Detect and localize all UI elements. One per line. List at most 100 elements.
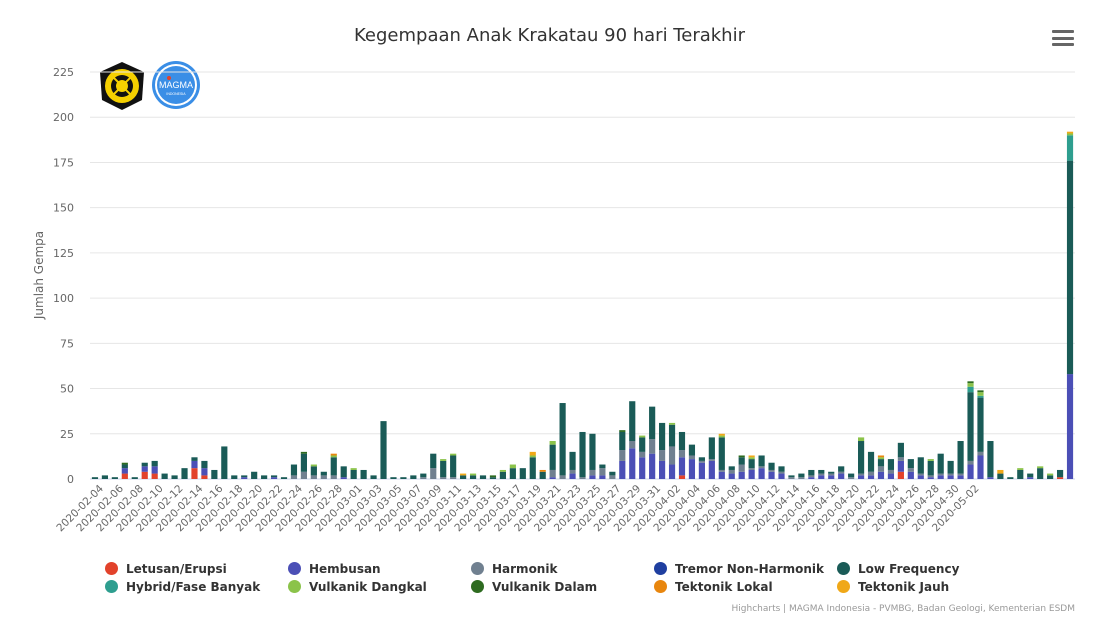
bar-segment[interactable] <box>1037 468 1044 479</box>
bar-segment[interactable] <box>430 453 437 469</box>
bar-segment[interactable] <box>131 477 138 479</box>
bar-segment[interactable] <box>828 471 835 474</box>
bar-segment[interactable] <box>738 455 745 458</box>
bar-segment[interactable] <box>1066 160 1074 375</box>
bar-segment[interactable] <box>300 451 307 454</box>
bar-segment[interactable] <box>440 459 447 461</box>
bar-segment[interactable] <box>330 455 337 458</box>
bar-segment[interactable] <box>191 457 198 461</box>
bar-segment[interactable] <box>549 441 556 445</box>
bar-segment[interactable] <box>569 469 576 474</box>
credits-text[interactable]: Highcharts | MAGMA Indonesia - PVMBG, Ba… <box>731 604 1075 614</box>
bar-segment[interactable] <box>420 473 427 478</box>
bar-segment[interactable] <box>708 459 715 461</box>
bar-segment[interactable] <box>877 455 885 458</box>
bar-segment[interactable] <box>718 433 725 436</box>
bar-segment[interactable] <box>808 477 815 479</box>
bar-segment[interactable] <box>987 477 994 479</box>
bar-segment[interactable] <box>957 441 964 474</box>
bar-segment[interactable] <box>997 469 1004 474</box>
bar-segment[interactable] <box>559 475 566 479</box>
bar-segment[interactable] <box>907 468 914 472</box>
bar-segment[interactable] <box>440 477 447 479</box>
bar-segment[interactable] <box>221 446 228 479</box>
bar-segment[interactable] <box>320 475 327 479</box>
bar-segment[interactable] <box>977 455 984 479</box>
bar-segment[interactable] <box>300 453 307 472</box>
bar-segment[interactable] <box>121 473 128 479</box>
bar-segment[interactable] <box>698 460 705 463</box>
bar-segment[interactable] <box>788 477 795 479</box>
bar-segment[interactable] <box>698 462 705 479</box>
bar-segment[interactable] <box>738 471 745 479</box>
bar-segment[interactable] <box>877 457 885 460</box>
bar-segment[interactable] <box>728 466 735 470</box>
bar-segment[interactable] <box>987 441 994 478</box>
bar-segment[interactable] <box>818 469 825 474</box>
bar-segment[interactable] <box>887 473 895 479</box>
bar-segment[interactable] <box>738 457 745 465</box>
bar-segment[interactable] <box>848 473 855 478</box>
bar-segment[interactable] <box>758 468 765 479</box>
bar-segment[interactable] <box>619 431 626 451</box>
bar-segment[interactable] <box>539 471 546 479</box>
bar-segment[interactable] <box>450 453 457 456</box>
bar-segment[interactable] <box>748 468 755 470</box>
legend-item[interactable]: Tektonik Jauh <box>837 580 949 594</box>
bar-segment[interactable] <box>977 451 984 456</box>
bar-segment[interactable] <box>400 477 407 479</box>
bar-segment[interactable] <box>1027 473 1034 478</box>
bar-segment[interactable] <box>718 437 725 470</box>
bar-segment[interactable] <box>350 469 357 479</box>
bar-segment[interactable] <box>559 403 566 476</box>
bar-segment[interactable] <box>728 473 735 479</box>
bar-segment[interactable] <box>241 477 248 479</box>
legend-item[interactable]: Vulkanik Dangkal <box>288 580 427 594</box>
bar-segment[interactable] <box>440 460 447 478</box>
bar-segment[interactable] <box>300 471 307 479</box>
bar-segment[interactable] <box>659 460 666 479</box>
bar-segment[interactable] <box>867 471 875 476</box>
bar-segment[interactable] <box>977 392 984 396</box>
bar-segment[interactable] <box>937 453 944 474</box>
bar-segment[interactable] <box>430 468 437 479</box>
legend-item[interactable]: Letusan/Erupsi <box>105 562 227 576</box>
legend-item[interactable]: Hybrid/Fase Banyak <box>105 580 260 594</box>
bar-segment[interactable] <box>549 444 556 470</box>
bar-segment[interactable] <box>231 475 238 479</box>
bar-segment[interactable] <box>589 433 596 470</box>
bar-segment[interactable] <box>977 397 984 452</box>
bar-segment[interactable] <box>768 469 775 472</box>
bar-segment[interactable] <box>639 451 646 458</box>
bar-segment[interactable] <box>858 437 865 442</box>
bar-segment[interactable] <box>599 464 606 469</box>
bar-segment[interactable] <box>1066 374 1074 479</box>
bar-segment[interactable] <box>629 401 636 442</box>
bar-segment[interactable] <box>1027 477 1034 479</box>
bar-segment[interactable] <box>529 457 536 479</box>
bar-segment[interactable] <box>310 464 317 467</box>
bar-segment[interactable] <box>529 451 536 456</box>
bar-segment[interactable] <box>668 424 676 447</box>
bar-segment[interactable] <box>201 460 208 469</box>
bar-segment[interactable] <box>718 469 725 472</box>
bar-segment[interactable] <box>270 475 278 478</box>
bar-segment[interactable] <box>668 446 676 465</box>
bar-segment[interactable] <box>758 455 765 467</box>
bar-segment[interactable] <box>678 457 686 476</box>
legend-item[interactable]: Low Frequency <box>837 562 959 576</box>
bar-segment[interactable] <box>589 475 596 479</box>
bar-segment[interactable] <box>967 392 974 461</box>
bar-segment[interactable] <box>848 477 855 479</box>
bar-segment[interactable] <box>957 473 964 476</box>
bar-segment[interactable] <box>1037 466 1044 469</box>
bar-segment[interactable] <box>370 475 377 479</box>
bar-segment[interactable] <box>838 466 845 472</box>
bar-segment[interactable] <box>778 473 785 479</box>
bar-segment[interactable] <box>330 457 337 476</box>
bar-segment[interactable] <box>927 477 934 479</box>
bar-segment[interactable] <box>858 473 865 476</box>
bar-segment[interactable] <box>718 435 725 438</box>
bar-segment[interactable] <box>111 477 118 479</box>
bar-segment[interactable] <box>251 471 258 479</box>
